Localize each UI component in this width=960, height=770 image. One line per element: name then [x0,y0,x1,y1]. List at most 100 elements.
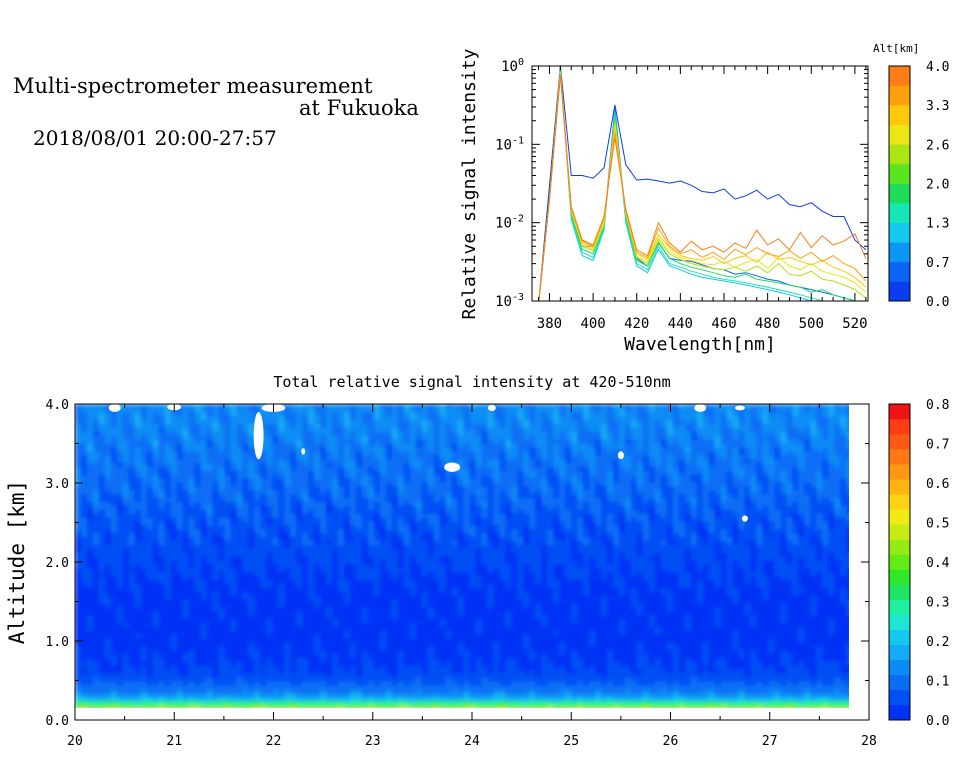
heatmap-cell [349,665,357,670]
heatmap-cell [523,614,530,620]
heatmap-cell [738,567,746,573]
heatmap-cell [80,704,88,708]
heatmap-cell [834,587,841,592]
heatmap-cell [338,595,345,600]
heatmap-cell [565,688,572,694]
spectrum-series-line [538,73,867,301]
heatmap-cell [774,688,781,694]
heatmap-cell [475,602,483,608]
heatmap-cell [320,575,327,581]
heatmap-cell [607,630,614,635]
heatmap-cell [302,688,309,694]
heatmap-cell [415,692,423,698]
heatmap-cell [690,579,698,584]
heatmap-cell [170,563,178,569]
heatmap-cell [272,567,279,573]
heatmap-cell [684,595,692,600]
heatmap-cell [290,587,297,592]
heatmap-cell [654,700,662,705]
heatmap-cell [714,641,722,647]
heatmap-cell [391,684,399,690]
heatmap-cell [499,645,507,651]
heatmap-cell [666,637,674,643]
heatmap-cell [559,700,566,705]
heatmap-cell [164,626,172,631]
heatmap-cell [660,591,668,596]
heatmap-cell [798,579,805,584]
heatmap-cell [212,563,220,569]
heatmap-cell [349,595,357,600]
heatmap-cell [320,680,327,686]
heatmap-cell [206,622,214,627]
heatmap-cell [798,583,805,588]
heatmap-cell [92,704,100,708]
heatmap-cell [571,661,578,666]
heatmap-cell [559,598,566,604]
heatmap-cell [559,688,566,694]
heatmap-cell [642,696,650,701]
heatmap-cell [332,602,339,608]
heatmap-cell [320,591,327,596]
heatmap-cell [146,610,154,616]
heatmap-cell [332,634,339,639]
heatmap-cell [212,606,220,612]
heatmap-cell [218,645,226,651]
heatmap-cell [451,618,459,623]
heatmap-cell [92,595,100,600]
heatmap-cell [816,684,823,690]
heatmap-cell [457,657,465,662]
heatmap-cell [517,641,524,647]
heatmap-cell [170,665,178,670]
heatmap-cell [326,602,333,608]
heatmap-cell [254,563,261,569]
heatmap-cell [128,595,136,600]
heatmap-cell [326,649,333,655]
heatmap-cell [254,696,261,701]
heatmap-cell [714,700,722,705]
heatmap-cell [122,680,130,686]
heatmap-cell [523,595,530,600]
heatmap-cell [158,610,166,616]
heatmap-cell [499,626,507,631]
heatmap-cell [296,571,303,577]
heatmap-cell [182,676,190,682]
heatmap-cell [517,579,524,584]
heatmap-cell [732,571,740,577]
heatmap-cell [642,637,650,643]
heatmap-cell [469,622,477,627]
heatmap-cell [182,575,190,581]
heatmap-cell [648,602,656,608]
heatmap-cell [535,669,542,674]
heatmap-cell [607,579,614,584]
heatmap-cell [349,692,357,698]
heatmap-cell [397,602,405,608]
heatmap-cell [648,587,656,592]
heatmap-cell [804,649,811,655]
heatmap-cell [403,579,411,584]
heatmap-cell [409,634,417,639]
heatmap-cell [672,583,680,588]
heatmap-cell [774,684,781,690]
heatmap-cell [451,591,459,596]
heatmap-cell [170,606,178,612]
heatmap-cell [254,591,261,596]
heatmap-cell [792,579,799,584]
heatmap-cell [86,634,94,639]
heatmap-cell [272,575,279,581]
heatmap-cell [421,587,429,592]
heatmap-cell [571,587,578,592]
heatmap-cell [469,696,477,701]
heatmap-cell [421,692,429,698]
heatmap-cell [242,579,249,584]
altitude-colorbar-segment [889,203,910,223]
heatmap-cell [565,610,572,616]
heatmap-cell [332,575,339,581]
heatmap-cell [499,684,507,690]
heatmap-cell [672,579,680,584]
heatmap-cell [499,661,507,666]
heatmap-cell [260,673,267,678]
heatmap-cell [164,676,172,682]
heatmap-cell [828,700,835,705]
heatmap-cell [577,579,584,584]
heatmap-cell [607,602,614,608]
